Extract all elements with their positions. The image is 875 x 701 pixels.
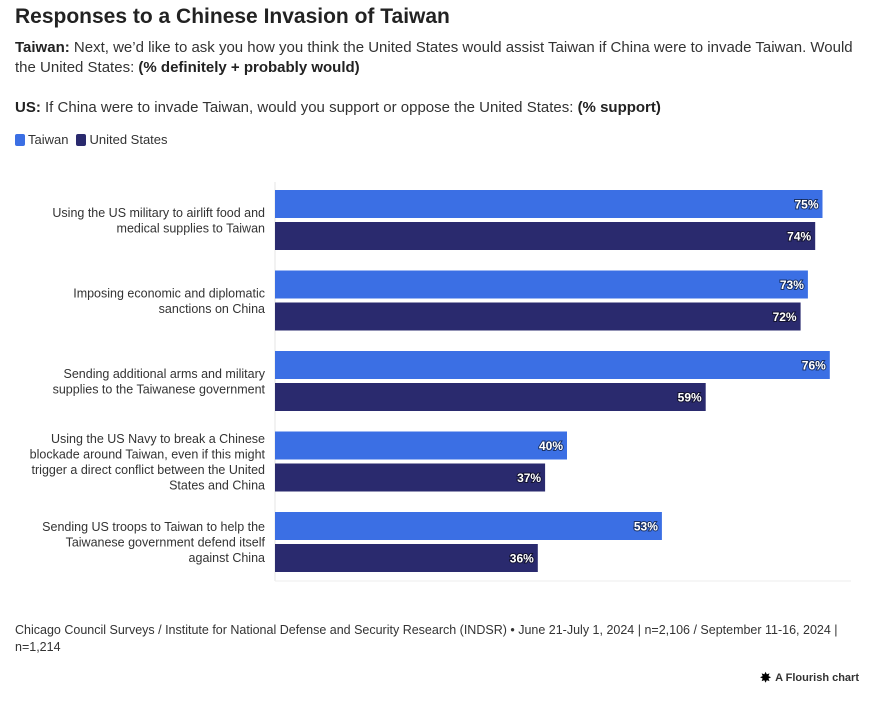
value-label: 75% [794,198,818,212]
value-label: 40% [539,439,563,453]
bar-united-states[interactable] [275,222,816,250]
bar-united-states[interactable] [275,544,538,572]
value-label: 76% [802,359,826,373]
bar-group: 76% 59% Sending additional arms and milita… [53,351,830,411]
legend-item-united-states[interactable]: United States [76,132,168,147]
bar-taiwan[interactable] [275,431,567,460]
us-question-text: If China were to invade Taiwan, would yo… [40,99,578,116]
taiwan-lead: Taiwan: [15,39,70,56]
legend-item-taiwan[interactable]: Taiwan [15,132,68,147]
value-label: 37% [517,471,541,485]
bar-united-states[interactable] [275,302,801,331]
bar-taiwan[interactable] [275,512,662,540]
category-label: Imposing economic and diplomatic sanction… [73,286,265,316]
taiwan-measure: (% definitely + probably would) [138,59,360,76]
chart-title: Responses to a Chinese Invasion of Taiwa… [15,5,450,28]
legend-label-united-states: United States [89,132,168,147]
taiwan-question-text: Next, we’d like to ask you how you think… [15,39,853,76]
value-label: 53% [634,520,658,534]
category-label: Using the US military to airlift food an… [52,206,265,236]
credit-label: A Flourish chart [775,672,859,684]
us-measure: (% support) [577,99,661,116]
value-label: 36% [510,552,534,566]
category-label: Sending additional arms and military supp… [53,367,266,397]
bar-chart: 75% 74% Using the US military to airlift f… [30,182,851,582]
value-label: 59% [678,391,702,405]
legend: Taiwan United States [15,132,168,147]
value-label: 73% [780,278,804,292]
bar-taiwan[interactable] [275,351,830,379]
bar-group: 73% 72% Imposing economic and diplomatic sa… [73,270,808,331]
bar-united-states[interactable] [275,463,546,492]
taiwan-question: Taiwan: Next, we’d like to ask you how y… [15,38,865,78]
us-lead: US: [15,99,41,116]
bar-united-states[interactable] [275,383,706,411]
us-question: US: If China were to invade Taiwan, woul… [15,98,865,118]
category-label: Using the US Navy to break a Chinese bloc… [30,432,266,493]
bar-group: 53% 36% Sending US troops to Taiwan to hel… [42,512,662,572]
legend-swatch-taiwan [15,133,25,146]
legend-label-taiwan: Taiwan [28,132,69,147]
category-label: Sending US troops to Taiwan to help the T… [42,520,265,565]
value-label: 72% [773,310,797,324]
bar-group: 40% 37% Using the US Navy to break a Chine… [30,431,567,493]
bar-group: 75% 74% Using the US military to airlift f… [52,190,823,250]
flourish-credit[interactable]: ✸ A Flourish chart [760,670,859,686]
bar-taiwan[interactable] [275,270,808,299]
flourish-star-icon: ✸ [760,670,772,685]
legend-swatch-united-states [76,133,87,146]
value-label: 74% [787,230,811,244]
bar-taiwan[interactable] [275,190,823,218]
source-note: Chicago Council Surveys / Institute for … [15,623,838,654]
